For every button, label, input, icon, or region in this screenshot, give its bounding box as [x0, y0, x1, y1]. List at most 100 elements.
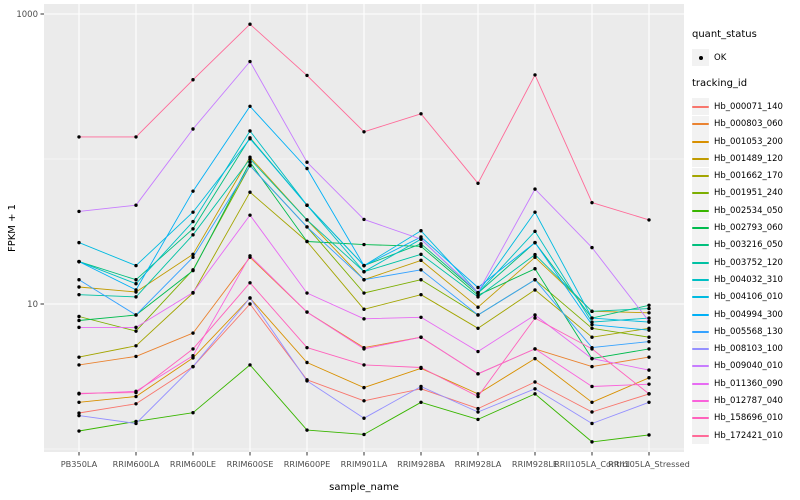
- x-tick-label: RRII105LA_Stressed: [608, 459, 690, 469]
- data-point: [134, 203, 138, 207]
- data-point: [248, 157, 252, 161]
- data-point: [248, 302, 252, 306]
- data-point: [533, 316, 537, 320]
- data-point: [191, 347, 195, 351]
- legend-key: [692, 150, 709, 168]
- y-tick-label: 10: [27, 300, 38, 310]
- legend-item-ok: OK: [692, 49, 798, 67]
- data-point: [191, 227, 195, 231]
- data-point: [647, 335, 651, 339]
- data-point: [647, 339, 651, 344]
- legend-item-label: Hb_000071_140: [714, 101, 783, 112]
- data-point: [533, 210, 537, 214]
- legend-key-line: [692, 140, 709, 143]
- data-point: [362, 363, 366, 367]
- data-point: [419, 112, 423, 116]
- data-point: [305, 203, 309, 207]
- data-point: [248, 160, 252, 164]
- data-point: [77, 429, 81, 433]
- data-point: [77, 400, 81, 404]
- x-tick-label: RRIM600SE: [227, 459, 274, 469]
- data-point: [248, 163, 252, 168]
- data-point: [419, 365, 423, 370]
- data-point: [362, 263, 366, 268]
- legend-item-label: Hb_001951_240: [714, 188, 783, 199]
- legend-key-line: [692, 434, 709, 437]
- legend-item-tracking: Hb_009040_010: [692, 357, 798, 375]
- data-point: [590, 410, 594, 414]
- data-point: [647, 355, 651, 359]
- data-point: [134, 421, 138, 426]
- data-point: [533, 313, 537, 317]
- x-axis-title: sample_name: [329, 482, 399, 493]
- data-point: [191, 127, 195, 131]
- legend-item-tracking: Hb_003752_120: [692, 254, 798, 272]
- data-point: [191, 252, 195, 257]
- data-point: [191, 364, 195, 369]
- data-point: [248, 213, 252, 217]
- data-point: [191, 290, 195, 295]
- legend-key-line: [692, 278, 709, 281]
- legend-key: [692, 254, 709, 272]
- data-point: [590, 320, 594, 324]
- data-point: [419, 258, 423, 263]
- legend-key: [692, 236, 709, 254]
- x-tick-label: RRIM901LA: [341, 459, 388, 469]
- legend-item-tracking: Hb_158696_010: [692, 409, 798, 427]
- data-point: [476, 417, 480, 422]
- data-point: [590, 400, 594, 404]
- legend-key: [692, 306, 709, 323]
- legend-key-line: [692, 365, 709, 368]
- legend-key: [692, 167, 709, 185]
- data-point: [419, 400, 423, 404]
- data-point: [476, 285, 480, 290]
- legend-item-tracking: Hb_000071_140: [692, 98, 798, 116]
- legend-item-label: Hb_003752_120: [714, 257, 783, 268]
- data-point: [77, 292, 81, 297]
- data-point: [647, 328, 651, 332]
- legend-item-tracking: Hb_012787_040: [692, 392, 798, 410]
- data-point: [476, 290, 480, 295]
- data-point: [476, 406, 480, 411]
- ok-point-icon: [698, 55, 703, 60]
- legend-item-label: Hb_158696_010: [714, 413, 783, 424]
- legend-item-label: Hb_011360_090: [714, 378, 783, 389]
- data-point: [476, 410, 480, 414]
- data-point: [419, 292, 423, 297]
- data-point: [590, 384, 594, 389]
- data-point: [419, 278, 423, 282]
- data-point: [362, 278, 366, 282]
- legend-key-line: [692, 382, 709, 385]
- data-point: [590, 440, 594, 444]
- data-point: [590, 309, 594, 314]
- legend-key-line: [692, 330, 709, 333]
- data-point: [647, 376, 651, 380]
- data-point: [305, 239, 309, 244]
- data-point: [134, 135, 138, 139]
- data-point: [590, 356, 594, 361]
- data-point: [533, 347, 537, 351]
- data-point: [362, 130, 366, 134]
- legend-key-line: [692, 227, 709, 230]
- data-point: [134, 354, 138, 359]
- data-point: [419, 252, 423, 257]
- legend-key-line: [692, 348, 709, 351]
- data-point: [77, 413, 81, 418]
- data-point: [590, 364, 594, 369]
- x-tick-label: RRIM600PE: [284, 459, 331, 469]
- data-point: [590, 322, 594, 327]
- legend-item-tracking: Hb_002534_050: [692, 202, 798, 220]
- data-point: [476, 295, 480, 299]
- legend-key: [692, 184, 709, 202]
- legend-key: [692, 288, 709, 306]
- data-point: [77, 355, 81, 359]
- data-point: [533, 387, 537, 391]
- legend-item-tracking: Hb_172421_010: [692, 427, 798, 445]
- data-point: [419, 315, 423, 319]
- data-point: [362, 291, 366, 295]
- data-point: [419, 237, 423, 241]
- data-point: [533, 229, 537, 234]
- legend-item-tracking: Hb_005568_130: [692, 323, 798, 341]
- data-point: [476, 305, 480, 309]
- legend-key: [692, 133, 709, 151]
